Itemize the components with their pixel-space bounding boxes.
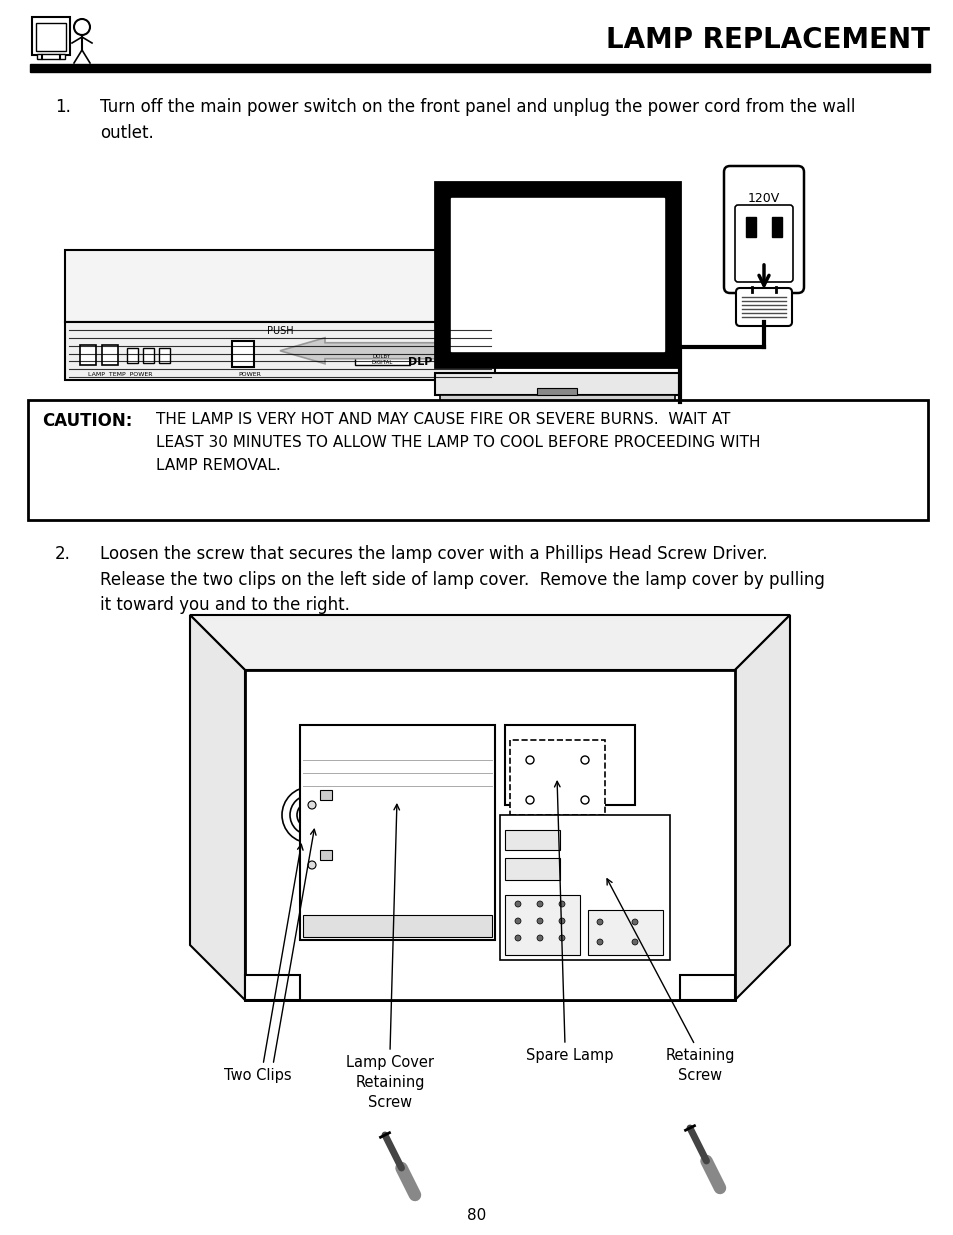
Bar <box>159 348 170 363</box>
Bar <box>504 830 559 850</box>
Text: 1.: 1. <box>55 98 71 116</box>
Text: Lamp Cover
Retaining
Screw: Lamp Cover Retaining Screw <box>346 1055 434 1109</box>
Bar <box>102 345 118 364</box>
Bar <box>587 910 662 955</box>
Bar <box>510 740 604 815</box>
Circle shape <box>558 935 564 941</box>
Text: Two Clips: Two Clips <box>224 1068 292 1083</box>
Text: THE LAMP IS VERY HOT AND MAY CAUSE FIRE OR SEVERE BURNS.  WAIT AT
LEAST 30 MINUT: THE LAMP IS VERY HOT AND MAY CAUSE FIRE … <box>156 412 760 473</box>
Bar <box>36 23 66 51</box>
Bar <box>451 198 663 351</box>
Text: DOLBY: DOLBY <box>373 353 391 358</box>
Bar <box>442 190 671 359</box>
Polygon shape <box>190 615 789 671</box>
Text: POWER: POWER <box>238 372 261 377</box>
Bar <box>245 671 734 1000</box>
Circle shape <box>74 19 90 35</box>
Circle shape <box>515 918 520 924</box>
FancyArrow shape <box>280 337 455 364</box>
Bar <box>303 915 492 937</box>
Text: CAUTION:: CAUTION: <box>42 412 132 430</box>
Circle shape <box>631 919 638 925</box>
Bar <box>65 249 495 321</box>
Bar <box>679 974 734 1000</box>
Bar <box>347 797 356 832</box>
Bar <box>245 974 299 1000</box>
Bar <box>537 388 577 395</box>
Bar <box>499 815 669 960</box>
Circle shape <box>308 802 315 809</box>
Circle shape <box>558 902 564 906</box>
Bar <box>37 54 65 59</box>
Text: LAMP REPLACEMENT: LAMP REPLACEMENT <box>605 26 929 54</box>
Text: 2.: 2. <box>55 545 71 563</box>
Bar <box>504 725 635 805</box>
Bar <box>439 395 675 408</box>
Bar <box>245 671 734 1000</box>
Text: Turn off the main power switch on the front panel and unplug the power cord from: Turn off the main power switch on the fr… <box>100 98 855 142</box>
Bar <box>504 895 579 955</box>
Circle shape <box>558 918 564 924</box>
Circle shape <box>597 919 602 925</box>
Bar <box>745 217 755 237</box>
Bar <box>65 321 495 380</box>
Text: 80: 80 <box>467 1208 486 1223</box>
Text: 120V: 120V <box>747 191 780 205</box>
Polygon shape <box>734 615 789 1000</box>
Circle shape <box>308 861 315 869</box>
Bar <box>355 343 410 364</box>
Bar <box>319 850 332 860</box>
Bar <box>299 725 495 940</box>
Bar <box>127 348 138 363</box>
Text: Loosen the screw that secures the lamp cover with a Phillips Head Screw Driver.
: Loosen the screw that secures the lamp c… <box>100 545 824 614</box>
Circle shape <box>515 902 520 906</box>
Bar <box>30 64 929 72</box>
FancyBboxPatch shape <box>734 205 792 282</box>
Circle shape <box>631 939 638 945</box>
Text: LAMP  TEMP  POWER: LAMP TEMP POWER <box>88 372 152 377</box>
Bar <box>232 341 253 367</box>
Text: DLP: DLP <box>407 357 432 367</box>
Bar <box>319 790 332 800</box>
FancyBboxPatch shape <box>735 288 791 326</box>
Circle shape <box>537 935 542 941</box>
Text: Retaining
Screw: Retaining Screw <box>664 1049 734 1083</box>
Text: PUSH: PUSH <box>267 326 293 336</box>
Circle shape <box>515 935 520 941</box>
Bar <box>80 345 96 364</box>
Bar <box>28 400 927 520</box>
Polygon shape <box>190 615 245 1000</box>
Bar <box>32 17 70 56</box>
Text: Spare Lamp: Spare Lamp <box>526 1049 613 1063</box>
Bar <box>143 348 153 363</box>
Bar <box>435 373 679 395</box>
Bar <box>435 182 679 367</box>
Circle shape <box>537 902 542 906</box>
FancyBboxPatch shape <box>723 165 803 293</box>
Bar <box>771 217 781 237</box>
Text: DIGITAL: DIGITAL <box>371 359 393 364</box>
Circle shape <box>597 939 602 945</box>
Bar <box>504 858 559 881</box>
Circle shape <box>537 918 542 924</box>
